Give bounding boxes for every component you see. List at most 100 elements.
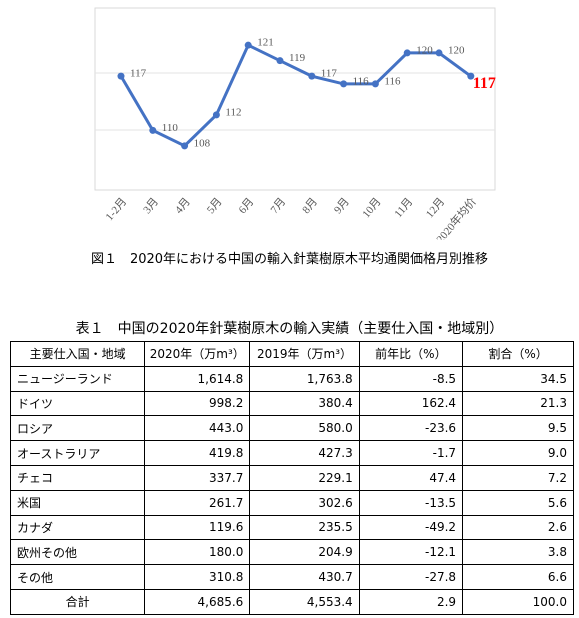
table-cell: 302.6 — [249, 489, 360, 516]
table-cell: 998.2 — [144, 390, 251, 417]
data-point — [340, 80, 348, 88]
table-row: ロシア 443.0 580.0 -23.6 9.5 — [9, 415, 574, 442]
table-cell: 580.0 — [249, 415, 360, 442]
table-cell: -1.7 — [358, 440, 464, 466]
table-row: オーストラリア 419.8 427.3 -1.7 9.0 — [9, 440, 574, 466]
data-point — [403, 49, 411, 57]
table-cell: -8.5 — [358, 365, 464, 392]
table-cell: 380.4 — [249, 390, 360, 417]
table-cell: 1,763.8 — [249, 365, 360, 392]
table-cell: チェコ — [9, 464, 146, 491]
table-cell: 7.2 — [462, 464, 574, 491]
table-cell: 162.4 — [358, 390, 464, 417]
table-row: ドイツ 998.2 380.4 162.4 21.3 — [9, 390, 574, 417]
data-line — [119, 43, 472, 148]
table-title: 表１ 中国の2020年針葉樹原木の輸入実績（主要仕入国・地域別） — [75, 321, 504, 337]
data-point — [149, 126, 157, 134]
x-tick-label: 6月 — [237, 196, 257, 216]
data-point — [181, 142, 189, 150]
header-cell: 2020年（万m³） — [144, 341, 251, 367]
table-cell: 9.0 — [462, 440, 574, 466]
data-point — [276, 57, 284, 65]
table-cell: 4,553.4 — [249, 588, 360, 615]
data-point — [117, 72, 125, 80]
table-cell: -12.1 — [358, 539, 464, 566]
x-tick-label: 5月 — [205, 196, 225, 216]
table-row: カナダ 119.6 235.5 -49.2 2.6 — [9, 514, 574, 541]
data-label: 112 — [225, 106, 241, 118]
figure-caption: 図１ 2020年における中国の輸入針葉樹原木平均通関価格月別推移 — [90, 252, 489, 267]
table-cell: 261.7 — [144, 489, 251, 516]
data-point — [212, 111, 220, 119]
table-cell: 2.9 — [358, 588, 464, 615]
table-cell: 6.6 — [462, 564, 574, 590]
data-label: 117 — [321, 68, 338, 80]
x-tick-label: 8月 — [300, 196, 320, 216]
chart: 117 110 108 112 121 119 117 116 116 120 120 117 1-2月… — [94, 7, 496, 240]
x-tick-label: 12月 — [424, 196, 447, 221]
table-cell: 427.3 — [249, 440, 360, 466]
x-tick-label: 4月 — [173, 196, 193, 216]
table-cell: 430.7 — [249, 564, 360, 590]
table-cell: 4,685.6 — [144, 588, 251, 615]
table-cell: 47.4 — [358, 464, 464, 491]
table-row: 米国 261.7 302.6 -13.5 5.6 — [9, 489, 574, 516]
table-cell: 1,614.8 — [144, 365, 251, 392]
table-cell: 21.3 — [462, 390, 574, 417]
table-cell: 米国 — [9, 489, 146, 516]
data-label: 121 — [257, 37, 274, 49]
table-cell: 337.7 — [144, 464, 251, 491]
table-row: 欧州その他 180.0 204.9 -12.1 3.8 — [9, 539, 574, 566]
table-row: ニュージーランド 1,614.8 1,763.8 -8.5 34.5 — [9, 365, 574, 392]
table-cell: -23.6 — [358, 415, 464, 442]
table-cell: 5.6 — [462, 489, 574, 516]
table-cell: 180.0 — [144, 539, 251, 566]
table-cell: 合計 — [9, 588, 146, 615]
data-label: 117 — [130, 68, 147, 80]
x-tick-label: 9月 — [332, 196, 352, 216]
table-cell: 100.0 — [462, 588, 574, 615]
header-row: 主要仕入国・地域 2020年（万m³） 2019年（万m³） 前年比（%） 割合（%） — [9, 341, 574, 367]
data-label: 119 — [289, 52, 306, 64]
table-cell: 34.5 — [462, 365, 574, 392]
table-cell: 310.8 — [144, 564, 251, 590]
data-point — [308, 72, 316, 80]
data-point — [244, 41, 252, 49]
data-point — [435, 49, 443, 57]
header-cell: 割合（%） — [462, 341, 574, 367]
data-point — [371, 80, 379, 88]
table-cell: 9.5 — [462, 415, 574, 442]
table-cell: 419.8 — [144, 440, 251, 466]
table-row: 合計 4,685.6 4,553.4 2.9 100.0 — [9, 588, 574, 615]
table-cell: オーストラリア — [9, 440, 146, 466]
header-cell: 前年比（%） — [358, 341, 464, 367]
table-cell: ニュージーランド — [9, 365, 146, 392]
table-cell: その他 — [9, 564, 146, 590]
x-tick-label: 11月 — [392, 196, 415, 220]
table-cell: ロシア — [9, 415, 146, 442]
data-label: 120 — [416, 44, 433, 56]
x-tick-label: 1-2月 — [104, 196, 130, 223]
table-cell: 235.5 — [249, 514, 360, 541]
data-label: 117 — [473, 75, 496, 92]
table-cell: 2.6 — [462, 514, 574, 541]
table-cell: -49.2 — [358, 514, 464, 541]
x-tick-label: 10月 — [360, 196, 383, 221]
x-tick-label: 3月 — [141, 196, 161, 216]
table-cell: 欧州その他 — [9, 539, 146, 566]
table: 主要仕入国・地域 2020年（万m³） 2019年（万m³） 前年比（%） 割合（%）ニ… — [9, 341, 574, 615]
table-cell: 119.6 — [144, 514, 251, 541]
data-label: 116 — [353, 75, 370, 87]
table-cell: -13.5 — [358, 489, 464, 516]
table-cell: 443.0 — [144, 415, 251, 442]
table-row: チェコ 337.7 229.1 47.4 7.2 — [9, 464, 574, 491]
table-cell: ドイツ — [9, 390, 146, 417]
table-cell: 204.9 — [249, 539, 360, 566]
data-point — [467, 72, 475, 80]
table-cell: -27.8 — [358, 564, 464, 590]
table-row: その他 310.8 430.7 -27.8 6.6 — [9, 564, 574, 590]
data-label: 110 — [162, 122, 179, 134]
table-cell: カナダ — [9, 514, 146, 541]
table-cell: 229.1 — [249, 464, 360, 491]
